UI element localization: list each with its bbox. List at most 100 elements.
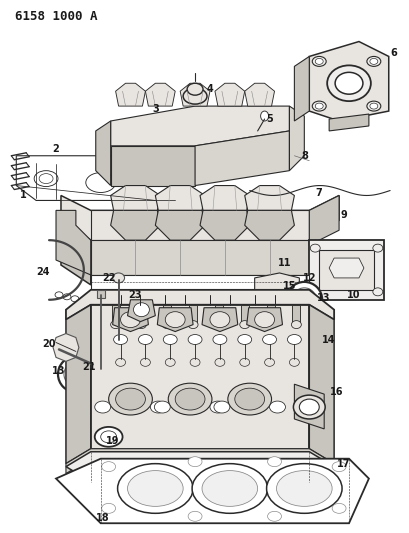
Ellipse shape <box>293 395 324 419</box>
Polygon shape <box>319 250 373 290</box>
Text: 10: 10 <box>346 290 360 300</box>
Ellipse shape <box>266 464 341 513</box>
Ellipse shape <box>190 358 200 366</box>
Ellipse shape <box>262 335 276 344</box>
Polygon shape <box>61 196 338 240</box>
Polygon shape <box>294 384 324 429</box>
Polygon shape <box>195 131 289 185</box>
Polygon shape <box>244 83 274 106</box>
Ellipse shape <box>310 244 319 252</box>
Text: 16: 16 <box>330 387 343 397</box>
Polygon shape <box>214 305 222 322</box>
Polygon shape <box>189 305 197 322</box>
Polygon shape <box>244 211 294 240</box>
Ellipse shape <box>188 321 198 328</box>
Ellipse shape <box>136 321 146 328</box>
Polygon shape <box>90 240 308 275</box>
Polygon shape <box>115 83 145 106</box>
Ellipse shape <box>334 72 362 94</box>
Ellipse shape <box>287 335 301 344</box>
Ellipse shape <box>183 88 207 104</box>
Ellipse shape <box>175 388 204 410</box>
Text: 1: 1 <box>20 190 27 200</box>
Ellipse shape <box>188 335 202 344</box>
Polygon shape <box>56 459 368 523</box>
Ellipse shape <box>165 358 175 366</box>
Ellipse shape <box>55 292 63 298</box>
Polygon shape <box>16 156 175 200</box>
Polygon shape <box>96 121 110 185</box>
Polygon shape <box>200 211 249 240</box>
Ellipse shape <box>79 298 87 304</box>
Ellipse shape <box>315 59 322 64</box>
Ellipse shape <box>188 511 202 521</box>
Ellipse shape <box>113 335 127 344</box>
Ellipse shape <box>85 173 115 192</box>
Polygon shape <box>180 83 209 106</box>
Text: 24: 24 <box>36 267 50 277</box>
Polygon shape <box>155 185 204 211</box>
Ellipse shape <box>366 101 380 111</box>
Polygon shape <box>111 305 119 322</box>
Ellipse shape <box>266 294 282 306</box>
Ellipse shape <box>260 111 268 121</box>
Ellipse shape <box>214 358 224 366</box>
Text: 13: 13 <box>52 366 65 376</box>
Polygon shape <box>163 305 171 322</box>
Text: 19: 19 <box>106 436 119 446</box>
Polygon shape <box>202 308 237 332</box>
Text: 18: 18 <box>96 513 109 523</box>
Polygon shape <box>328 258 363 278</box>
Ellipse shape <box>286 282 321 318</box>
Polygon shape <box>328 114 368 131</box>
Ellipse shape <box>289 358 299 366</box>
Ellipse shape <box>209 312 229 328</box>
Ellipse shape <box>154 401 170 413</box>
Ellipse shape <box>132 179 148 189</box>
Ellipse shape <box>127 471 183 506</box>
Text: 7: 7 <box>315 188 322 198</box>
Polygon shape <box>97 290 104 298</box>
Ellipse shape <box>101 503 115 513</box>
Polygon shape <box>289 106 303 171</box>
Polygon shape <box>292 305 300 322</box>
Ellipse shape <box>150 401 166 413</box>
Polygon shape <box>145 83 175 106</box>
Text: 6: 6 <box>389 49 396 59</box>
Ellipse shape <box>366 56 380 67</box>
Ellipse shape <box>315 103 322 109</box>
Polygon shape <box>157 308 193 332</box>
Ellipse shape <box>117 464 193 513</box>
Ellipse shape <box>372 288 382 296</box>
Ellipse shape <box>236 294 252 306</box>
Polygon shape <box>246 308 282 332</box>
Polygon shape <box>200 290 228 312</box>
Ellipse shape <box>312 56 326 67</box>
Ellipse shape <box>292 288 315 312</box>
Text: 22: 22 <box>102 273 115 283</box>
Ellipse shape <box>239 321 249 328</box>
Ellipse shape <box>163 335 177 344</box>
Text: 12: 12 <box>302 273 315 283</box>
Polygon shape <box>254 273 299 300</box>
Ellipse shape <box>112 273 124 283</box>
Polygon shape <box>260 290 288 312</box>
Ellipse shape <box>299 399 319 415</box>
Polygon shape <box>294 56 308 121</box>
Ellipse shape <box>237 335 251 344</box>
Ellipse shape <box>267 457 281 466</box>
Ellipse shape <box>264 358 274 366</box>
Ellipse shape <box>138 335 152 344</box>
Ellipse shape <box>110 321 120 328</box>
Ellipse shape <box>140 358 150 366</box>
Ellipse shape <box>265 321 275 328</box>
Polygon shape <box>110 185 160 211</box>
Ellipse shape <box>312 101 326 111</box>
Ellipse shape <box>120 312 140 328</box>
Text: 2: 2 <box>52 144 59 154</box>
Ellipse shape <box>239 358 249 366</box>
Polygon shape <box>66 290 333 320</box>
Ellipse shape <box>63 294 71 300</box>
Polygon shape <box>90 211 308 240</box>
Ellipse shape <box>71 296 79 302</box>
